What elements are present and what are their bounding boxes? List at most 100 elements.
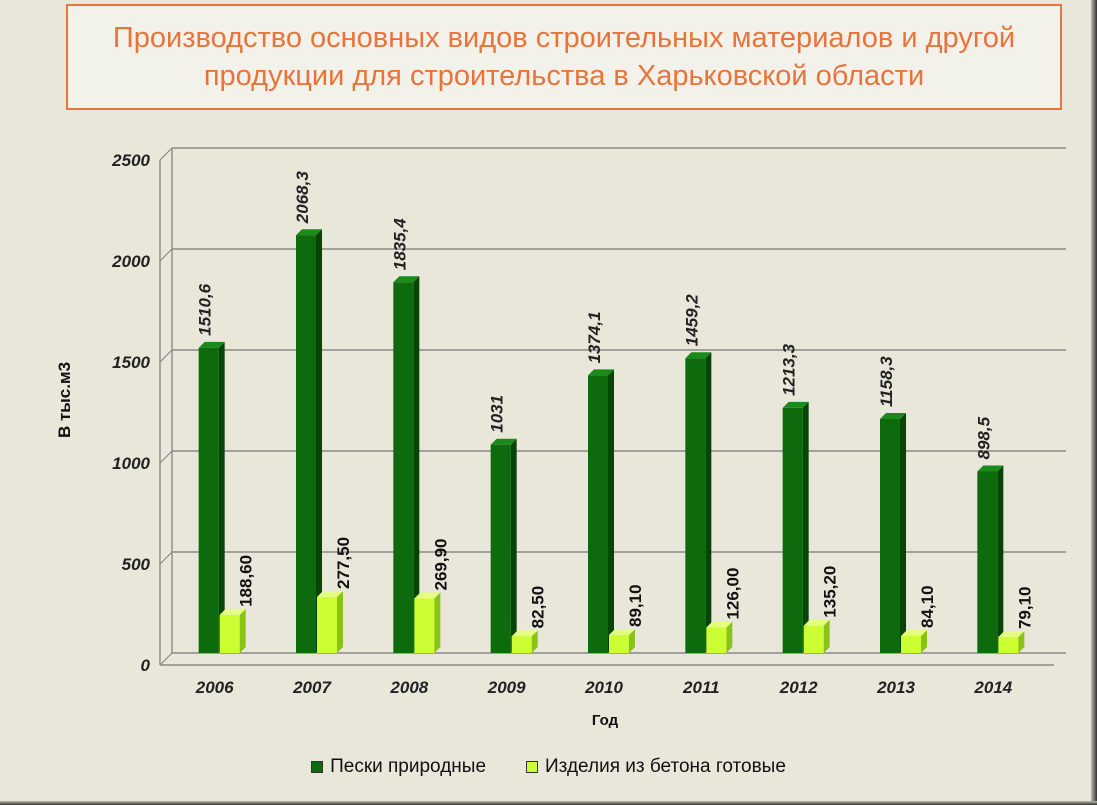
x-tick-label: 2013 [876, 678, 915, 697]
gridline-diagonal [159, 551, 173, 565]
data-label-series-1: 1374,1 [585, 311, 604, 363]
bar-series-1 [588, 375, 608, 653]
bar-series-1 [198, 347, 219, 653]
bar-series-2 [609, 635, 629, 653]
bar-series-2 [414, 598, 435, 653]
y-tick-label: 1500 [112, 353, 150, 372]
data-label-series-2: 277,50 [334, 537, 353, 589]
data-label-series-1: 1158,3 [877, 356, 896, 407]
bar-series-1-top [198, 341, 225, 348]
bar-series-2-side [921, 630, 927, 653]
bar-series-1-top [977, 465, 1004, 472]
bar-series-2-top [414, 592, 441, 599]
data-label-series-1: 2068,3 [293, 171, 312, 225]
bar-series-1-side [608, 369, 614, 653]
x-tick-label: 2011 [682, 678, 720, 697]
bar-series-2 [901, 636, 921, 653]
bar-series-2 [706, 627, 727, 653]
legend-item-series-2: Изделия из бетона готовые [526, 756, 786, 778]
bar-series-2-side [823, 619, 830, 653]
bar-series-1 [490, 444, 511, 653]
x-tick-label: 2012 [779, 678, 818, 697]
x-tick-label: 2010 [584, 678, 623, 697]
bar-series-1-top [685, 352, 712, 359]
gridline-diagonal [159, 349, 173, 363]
y-axis-title: В тыс.м3 [55, 362, 74, 438]
bar-series-1-side [802, 401, 809, 653]
bar-series-2-side [337, 590, 343, 653]
data-label-series-2: 84,10 [918, 585, 937, 628]
bar-series-2 [219, 614, 240, 653]
data-label-series-1: 1213,3 [780, 343, 799, 396]
x-tick-label: 2014 [973, 678, 1012, 697]
bar-series-2-side [629, 629, 635, 653]
bar-series-1-side [218, 341, 225, 653]
data-label-series-1: 1459,2 [682, 294, 701, 347]
legend-label-series-2: Изделия из бетона готовые [545, 756, 786, 777]
y-tick-label: 0 [141, 656, 151, 675]
bar-series-2-top [706, 621, 733, 628]
data-label-series-1: 1835,4 [390, 218, 409, 271]
bar-series-2-top [609, 629, 635, 636]
bar-series-2-side [434, 592, 441, 653]
bar-series-1-side [316, 229, 322, 653]
window-frame-bottom [0, 801, 1097, 805]
bar-series-1-top [393, 276, 420, 283]
gridline-diagonal [159, 248, 173, 262]
legend-swatch-series-2 [526, 761, 539, 773]
data-label-series-2: 82,50 [529, 586, 548, 629]
bar-series-2 [511, 636, 532, 653]
bar-series-1-side [510, 438, 517, 653]
bar-series-2 [317, 596, 337, 653]
data-label-series-1: 1510,6 [196, 283, 215, 336]
bar-series-2 [998, 637, 1019, 653]
y-tick-label: 2000 [111, 252, 150, 271]
x-tick-label: 2009 [487, 678, 526, 697]
x-tick-label: 2006 [195, 678, 234, 697]
bar-series-1 [393, 282, 414, 653]
data-label-series-2: 126,00 [723, 568, 742, 620]
bar-series-1 [880, 419, 900, 653]
x-axis-title: Год [592, 712, 619, 729]
y-tick-label: 1000 [112, 454, 150, 473]
legend: Пески природные Изделия из бетона готовы… [0, 756, 1097, 778]
bar-series-1 [685, 358, 706, 653]
bar-series-2-top [511, 630, 538, 637]
data-label-series-2: 135,20 [821, 566, 840, 618]
bar-series-2-top [317, 590, 343, 597]
bar-series-2-side [531, 630, 538, 653]
bar-series-1 [977, 471, 998, 653]
bar-series-1-side [705, 352, 712, 653]
data-label-series-2: 79,10 [1015, 586, 1034, 629]
bar-series-2-side [1018, 631, 1025, 653]
legend-item-series-1: Пески природные [311, 756, 486, 778]
bar-series-2-side [239, 608, 246, 653]
data-label-series-1: 898,5 [974, 416, 993, 459]
bar-series-1-top [880, 413, 906, 420]
legend-swatch-series-1 [311, 761, 324, 773]
bar-series-1-top [588, 369, 614, 376]
window-frame-right [1091, 0, 1097, 805]
y-tick-label: 500 [122, 555, 151, 574]
data-label-series-2: 89,10 [626, 584, 645, 627]
bar-series-1-top [490, 438, 517, 445]
bar-series-2-top [901, 630, 927, 637]
chart-title: Производство основных видов строительных… [66, 4, 1062, 110]
bar-series-1 [782, 407, 803, 653]
bar-series-2-top [803, 619, 830, 626]
data-label-series-1: 1031 [488, 395, 507, 433]
y-tick-label: 2500 [111, 151, 150, 170]
bar-series-1 [296, 235, 316, 653]
bar-series-2 [803, 625, 824, 653]
legend-label-series-1: Пески природные [330, 756, 487, 777]
gridline-diagonal [159, 147, 173, 161]
bar-series-2-side [726, 621, 733, 653]
bar-series-1-top [296, 229, 322, 236]
data-label-series-2: 269,90 [431, 538, 450, 590]
bar-series-1-side [900, 413, 906, 653]
bar-series-2-top [998, 631, 1025, 638]
gridline-diagonal [159, 450, 173, 464]
gridline-diagonal [159, 652, 173, 666]
data-label-series-2: 188,60 [237, 555, 256, 607]
